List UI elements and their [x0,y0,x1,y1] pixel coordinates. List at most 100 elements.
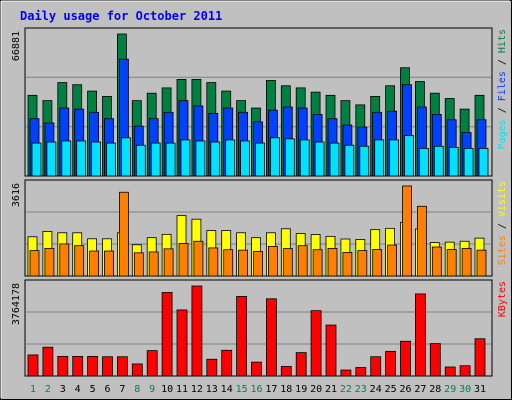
bar-kbytes [117,356,128,377]
y-max-label: 3764178 [11,283,22,325]
bar-kbytes [355,367,367,377]
bar-kbytes [57,355,69,377]
day-label: 24 [370,384,382,395]
day-label: 22 [340,384,352,395]
bar-pages [478,147,489,177]
bar-pages [284,138,295,177]
bar-pages [344,144,355,177]
bar-sites [461,247,472,277]
bar-kbytes [176,309,188,377]
bar-pages [76,140,87,177]
bar-pages [225,139,236,177]
bar-kbytes [474,338,486,377]
y-max-label: 3616 [11,183,22,207]
bar-sites [267,245,278,277]
legend-item: Pages [497,119,508,149]
legend-item: Hits [497,29,508,53]
day-label: 26 [399,384,411,395]
bar-sites [431,246,442,277]
bar-kbytes [206,358,218,377]
legend-item: Files [497,71,508,101]
day-label: 31 [474,384,486,395]
bar-pages [165,142,176,177]
bar-kbytes [42,346,54,377]
bar-kbytes [87,355,98,377]
day-label: 9 [149,384,155,395]
bar-pages [448,146,459,177]
legend: KBytes [497,281,508,317]
bar-pages [374,139,385,177]
bar-kbytes [429,343,441,377]
bar-sites [178,243,189,277]
bar-pages [31,142,42,177]
bar-pages [299,139,310,177]
day-label: 19 [295,384,307,395]
plot-area [24,279,493,377]
bar-pages [135,144,146,177]
bar-pages [91,141,101,177]
bar-sites [312,249,323,277]
day-label: 7 [119,384,125,395]
bar-pages [314,141,325,177]
day-label: 3 [60,384,66,395]
day-label: 4 [75,384,81,395]
bar-pages [180,139,191,177]
bar-pages [255,142,265,177]
day-label: 29 [444,384,456,395]
bar-sites [372,249,383,277]
bar-sites [416,205,427,277]
bar-sites [476,249,487,277]
bar-kbytes [325,324,337,377]
bar-pages [404,135,414,177]
bar-kbytes [161,292,173,377]
bar-kbytes [131,363,143,377]
bar-kbytes [265,298,277,377]
bar-sites [402,185,412,277]
bar-kbytes [251,361,262,377]
bar-sites [133,252,144,277]
bar-sites [89,250,99,277]
bar-kbytes [340,369,352,377]
bar-pages [121,137,131,177]
bar-sites [59,243,70,277]
bar-sites [163,248,174,277]
day-label: 12 [191,384,203,395]
day-label: 5 [90,384,96,395]
bar-sites [342,251,353,277]
bar-pages [359,145,370,177]
panel-hits-files-pages: 66881 Pages / Files / Hits [11,27,508,177]
day-label: 21 [325,384,337,395]
day-label: 16 [250,384,262,395]
legend-item: KBytes [497,281,508,317]
bar-pages [463,147,474,177]
bar-pages [269,137,280,177]
bar-kbytes [400,340,411,377]
bar-kbytes [280,366,292,377]
bar-pages [240,140,251,177]
bar-kbytes [146,350,158,377]
bar-sites [253,251,263,277]
bar-kbytes [236,296,248,377]
day-label: 8 [134,384,140,395]
bar-kbytes [72,355,84,377]
bar-sites [357,250,368,277]
panel-kbytes: 3764178 KBytes [11,279,508,377]
bar-sites [44,247,55,277]
day-label: 25 [385,384,397,395]
day-labels: 1 2 3 4 5 6 7 8 9 10 11 12 13 14 15 16 17 18 19 20 21 22 23 24 2… [30,384,486,395]
bar-kbytes [27,354,39,377]
bar-sites [193,240,204,277]
bar-kbytes [385,350,397,377]
bar-pages [329,142,340,177]
bar-sites [104,250,114,277]
bar-sites [282,248,293,277]
bar-pages [150,142,161,177]
day-label: 1 [30,384,36,395]
legend-item: Sites [497,235,508,265]
bar-kbytes [370,356,382,377]
bar-kbytes [444,366,456,377]
bar-pages [46,141,57,177]
series-sites [29,185,487,277]
